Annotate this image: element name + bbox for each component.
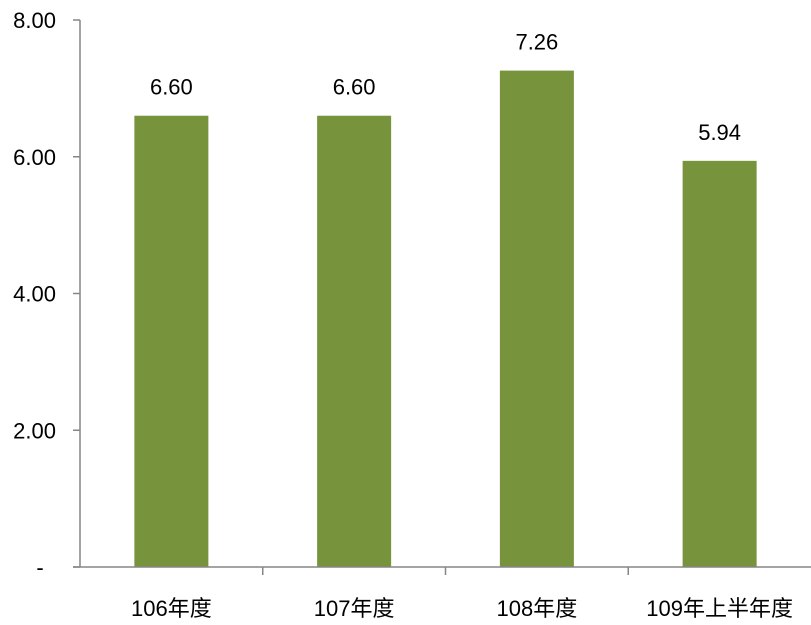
x-category-label: 108年度 (497, 596, 578, 621)
bar (499, 70, 574, 567)
data-labels: 6.60 6.60 7.26 5.94 (150, 30, 741, 145)
x-axis: 106年度 107年度 108年度 109年上半年度 (73, 566, 811, 621)
y-tick-label: 8.00 (13, 8, 56, 33)
y-tick-label: - (36, 555, 43, 580)
bar-value-label: 6.60 (333, 75, 376, 100)
bar-value-label: 5.94 (698, 120, 741, 145)
bar (134, 115, 209, 567)
x-category-label: 107年度 (314, 596, 395, 621)
x-category-label: 109年上半年度 (646, 596, 793, 621)
y-tick-label: 6.00 (13, 145, 56, 170)
y-tick-label: 2.00 (13, 418, 56, 443)
y-axis-ticks: - 2.00 4.00 6.00 8.00 (13, 8, 80, 580)
y-tick-label: 4.00 (13, 282, 56, 307)
bar-value-label: 7.26 (515, 30, 558, 55)
bar (682, 160, 757, 568)
x-category-label: 106年度 (131, 596, 212, 621)
bar (317, 115, 392, 567)
bar-value-label: 6.60 (150, 75, 193, 100)
bars (134, 70, 757, 568)
